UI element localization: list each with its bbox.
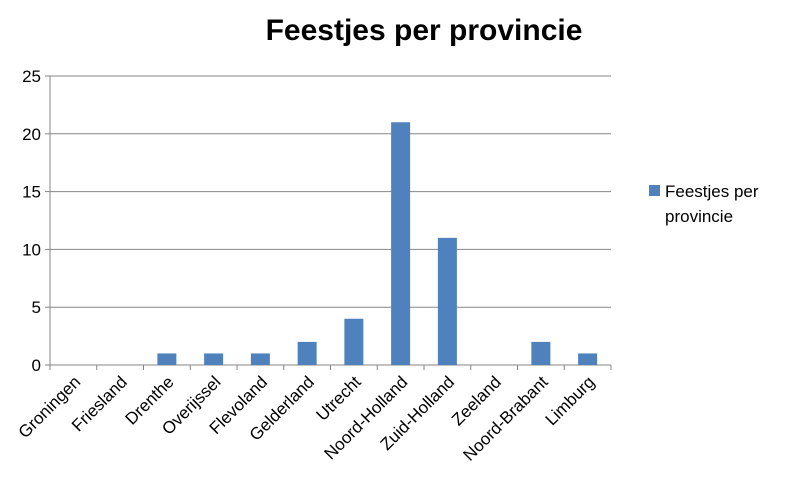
bar bbox=[437, 237, 457, 365]
chart-title: Feestjes per provincie bbox=[266, 14, 583, 47]
y-tick-label: 15 bbox=[22, 183, 41, 202]
legend: Feestjes per provincie bbox=[649, 182, 759, 226]
bar bbox=[578, 353, 598, 365]
y-tick-label: 5 bbox=[32, 298, 41, 317]
x-tick-label: Noord-Brabant bbox=[459, 372, 551, 464]
x-tick-label: Limburg bbox=[542, 372, 599, 429]
y-tick-label: 25 bbox=[22, 67, 41, 86]
bar bbox=[157, 353, 177, 365]
bar bbox=[297, 341, 317, 365]
bar bbox=[204, 353, 224, 365]
bar bbox=[250, 353, 270, 365]
legend-swatch bbox=[649, 185, 660, 196]
legend-label-line-2: provincie bbox=[665, 207, 733, 226]
x-tick-label: Noord-Holland bbox=[321, 372, 412, 463]
bar bbox=[344, 318, 364, 365]
legend-label-line-1: Feestjes per bbox=[665, 182, 759, 201]
y-tick-label: 10 bbox=[22, 240, 41, 259]
y-tick-label: 0 bbox=[32, 356, 41, 375]
x-tick-label: Groningen bbox=[15, 372, 85, 442]
bar bbox=[391, 122, 411, 366]
bar bbox=[531, 341, 551, 365]
y-tick-label: 20 bbox=[22, 125, 41, 144]
